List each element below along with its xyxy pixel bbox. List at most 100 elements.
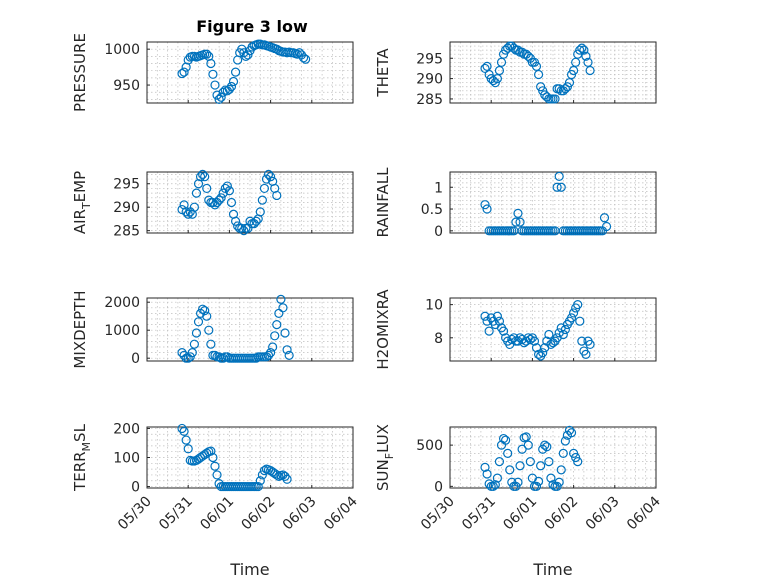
x-tick-label: 06/02 — [542, 494, 582, 534]
data-point — [263, 169, 274, 179]
data-point — [494, 316, 505, 326]
y-axis-label: RAINFALL — [374, 167, 392, 238]
data-point — [568, 65, 579, 76]
data-point — [224, 84, 234, 94]
y-tick-label: 0 — [434, 224, 443, 240]
axes-frame — [146, 41, 354, 104]
y-tick-label: 2000 — [104, 295, 140, 311]
data-point — [548, 480, 558, 490]
data-point — [216, 193, 226, 203]
data-point — [226, 81, 237, 92]
data-point — [230, 216, 241, 226]
data-point — [511, 217, 521, 227]
y-label-sub: F — [383, 453, 396, 459]
data-point — [550, 94, 560, 104]
data-point — [282, 474, 292, 484]
x-tick-label: 05/31 — [459, 494, 499, 534]
data-point — [177, 423, 187, 434]
data-point — [183, 209, 193, 219]
data-point — [208, 69, 218, 79]
panel-terrmsl: 0 100 200 TERRMSL 05/30 05/31 06/01 06/02 06/03 0… — [71, 421, 361, 579]
y-axis-label: PRESSURE — [71, 33, 89, 112]
y-tick-label: 1 — [434, 180, 443, 196]
data-point — [206, 58, 216, 69]
axes-frame — [449, 171, 657, 234]
y-tick-label: 0 — [131, 480, 140, 496]
data-point — [243, 50, 253, 60]
data-point — [212, 470, 222, 480]
x-tick-label: 05/31 — [156, 494, 196, 534]
y-label-main: AIR — [71, 209, 89, 234]
data-point — [484, 326, 494, 336]
axes-frame — [146, 171, 354, 234]
panel-pressure: 950 1000 PRESSURE — [71, 33, 354, 112]
data-point — [575, 45, 585, 55]
y-tick-label: 0 — [131, 351, 140, 367]
data-point — [195, 172, 206, 182]
data-point — [253, 481, 263, 492]
data-point — [482, 204, 492, 214]
x-tick-label: 06/03 — [280, 494, 320, 534]
data-point — [480, 462, 490, 472]
data-point — [494, 457, 505, 467]
data-point — [204, 325, 214, 335]
data-point — [564, 425, 575, 435]
panel-airtemp: 285 290 295 AIRTEMP — [71, 169, 354, 240]
data-point — [266, 348, 276, 358]
data-point — [571, 57, 581, 67]
data-point — [257, 195, 267, 205]
x-tick-label: 06/03 — [583, 494, 623, 534]
data-point — [546, 473, 556, 483]
data-point — [272, 190, 282, 201]
data-point — [585, 65, 595, 76]
data-point — [505, 465, 515, 475]
data-point — [202, 183, 212, 194]
data-point — [525, 457, 535, 467]
y-tick-label: 100 — [113, 451, 140, 467]
data-point — [177, 68, 187, 79]
y-tick-label: 290 — [113, 200, 140, 216]
y-tick-label: 950 — [113, 78, 140, 94]
data-point — [202, 49, 212, 59]
figure-title: Figure 3 low — [196, 17, 308, 36]
data-point — [579, 45, 589, 55]
data-point — [482, 469, 492, 479]
data-point — [200, 306, 210, 316]
data-point — [503, 448, 513, 458]
data-point — [224, 186, 234, 196]
data-point — [515, 461, 525, 471]
x-tick-label: 06/01 — [197, 494, 237, 534]
y-tick-label: 8 — [434, 331, 443, 347]
data-point — [276, 294, 286, 304]
data-point — [501, 435, 511, 445]
y-tick-label: 290 — [416, 72, 443, 88]
data-point — [179, 426, 189, 436]
x-tick-label: 06/01 — [500, 494, 540, 534]
data-point — [540, 440, 550, 450]
data-point — [226, 197, 237, 208]
data-point — [480, 311, 490, 321]
data-point — [210, 80, 220, 90]
data-point — [301, 54, 311, 64]
data-point — [496, 57, 507, 67]
y-axis-label: TERRMSL — [71, 423, 93, 492]
data-point — [515, 217, 525, 227]
x-tick-label: 06/04 — [624, 493, 664, 533]
data-point — [490, 480, 500, 490]
data-point — [268, 342, 278, 352]
data-point — [533, 69, 544, 80]
data-point — [200, 172, 210, 182]
data-point — [560, 436, 570, 446]
data-point — [554, 171, 564, 181]
y-axis-label: SUNFLUX — [374, 424, 396, 491]
y-tick-label: 295 — [416, 51, 443, 67]
data-point — [575, 316, 585, 326]
data-point — [210, 461, 220, 471]
y-tick-label: 1000 — [104, 323, 140, 339]
panel-mixdepth: 0 1000 2000 MIXDEPTH — [71, 290, 354, 369]
data-point — [198, 169, 208, 179]
data-point — [581, 349, 591, 359]
data-point — [556, 182, 566, 192]
y-label-main: TERR — [71, 451, 89, 492]
data-point — [521, 432, 531, 442]
